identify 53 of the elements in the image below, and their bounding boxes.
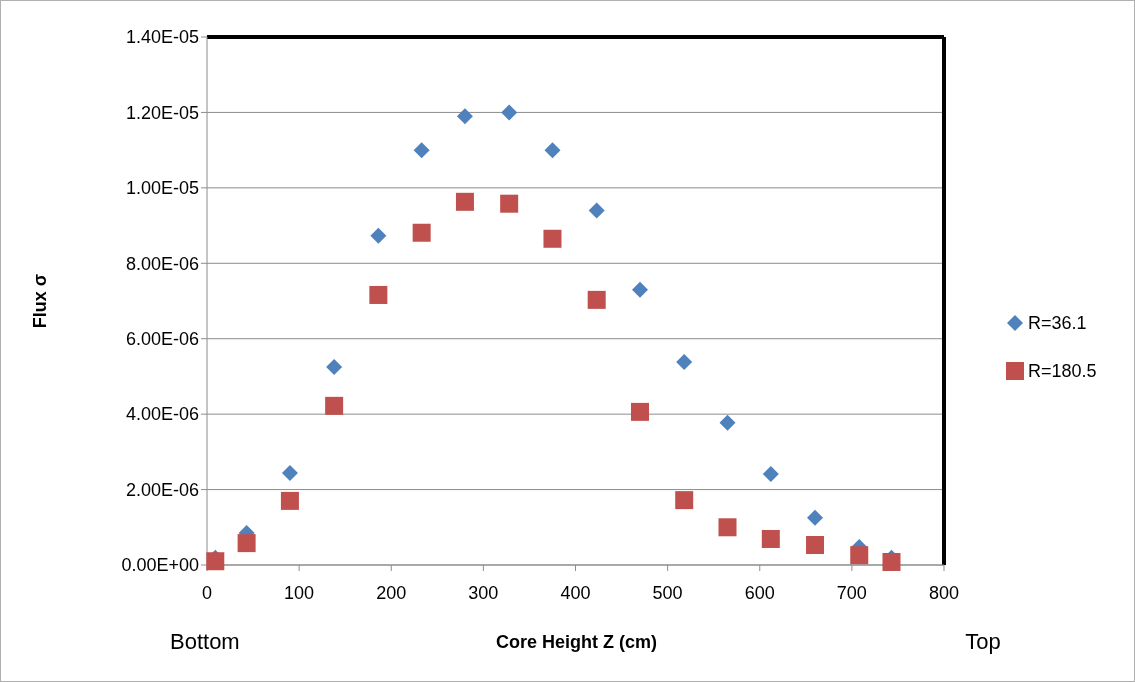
point bbox=[412, 223, 431, 242]
y-tick-label: 8.00E-06 bbox=[125, 253, 199, 274]
point bbox=[544, 142, 561, 159]
legend-label: R=180.5 bbox=[1028, 361, 1097, 382]
point bbox=[850, 546, 869, 565]
point bbox=[455, 192, 474, 211]
point bbox=[501, 104, 518, 121]
y-tick-label: 1.00E-05 bbox=[125, 178, 199, 199]
x-axis-title: Core Height Z (cm) bbox=[495, 632, 658, 652]
point bbox=[675, 491, 694, 510]
y-tick-label: 1.20E-05 bbox=[125, 102, 199, 123]
point bbox=[806, 536, 825, 555]
point bbox=[587, 290, 606, 309]
point bbox=[326, 359, 343, 375]
y-tick-label: 2.00E-06 bbox=[125, 479, 199, 500]
y-tick-label: 1.40E-05 bbox=[125, 27, 199, 48]
x-tick-label: 500 bbox=[652, 583, 683, 603]
legend-label: R=36.1 bbox=[1028, 313, 1087, 334]
point bbox=[413, 142, 430, 159]
x-tick-label: 300 bbox=[468, 583, 499, 603]
x-tick-label: 700 bbox=[836, 583, 867, 603]
y-tick-label: 0.00E+00 bbox=[121, 555, 199, 576]
point bbox=[762, 466, 779, 483]
point bbox=[718, 518, 737, 537]
x-tick-label: 600 bbox=[744, 583, 775, 603]
point bbox=[500, 194, 519, 213]
x-tick-label: 0 bbox=[201, 583, 213, 603]
text: Top bbox=[965, 629, 1001, 654]
point bbox=[369, 285, 388, 304]
point bbox=[719, 414, 736, 431]
x-tick-label: 800 bbox=[928, 583, 960, 603]
point bbox=[456, 108, 473, 125]
point bbox=[281, 464, 298, 481]
point bbox=[882, 552, 901, 571]
y-axis-title: Flux σ bbox=[30, 273, 50, 329]
point bbox=[237, 534, 256, 553]
point bbox=[280, 491, 299, 510]
x-tick-label: 400 bbox=[560, 583, 591, 603]
point bbox=[631, 281, 648, 298]
y-tick-label: 6.00E-06 bbox=[125, 329, 199, 350]
point bbox=[325, 396, 344, 415]
y-tick-label: 4.00E-06 bbox=[125, 404, 199, 425]
point bbox=[630, 402, 649, 421]
point bbox=[676, 354, 693, 371]
point bbox=[206, 552, 225, 571]
point bbox=[807, 509, 824, 526]
point bbox=[588, 202, 605, 219]
point bbox=[543, 229, 562, 248]
x-tick-label: 200 bbox=[376, 583, 407, 603]
point bbox=[370, 227, 387, 244]
text: Bottom bbox=[170, 629, 240, 654]
x-tick-label: 100 bbox=[284, 583, 315, 603]
point bbox=[761, 529, 780, 548]
